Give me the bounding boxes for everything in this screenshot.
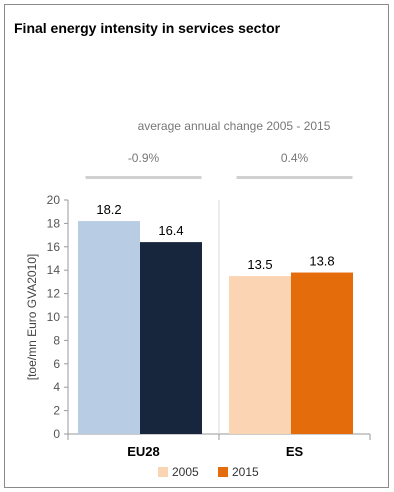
category-label-eu28: EU28 bbox=[127, 444, 160, 459]
y-tick-label: 20 bbox=[47, 193, 61, 207]
annotation-rule-eu28 bbox=[85, 176, 202, 179]
y-tick-label: 2 bbox=[53, 404, 60, 418]
annotation-heading: average annual change 2005 - 2015 bbox=[138, 119, 331, 133]
y-tick-label: 4 bbox=[53, 380, 60, 394]
y-tick-label: 10 bbox=[47, 310, 61, 324]
annotation-change-eu28: -0.9% bbox=[128, 151, 160, 165]
data-label-es-2015: 13.8 bbox=[309, 254, 334, 269]
y-tick-label: 6 bbox=[53, 357, 60, 371]
annotation-rule-es bbox=[236, 176, 353, 179]
legend-swatch-2015 bbox=[218, 467, 228, 477]
legend-label-2005: 2005 bbox=[172, 465, 199, 479]
y-tick-label: 0 bbox=[53, 427, 60, 441]
bar-eu28-2015 bbox=[140, 242, 202, 434]
annotation-change-es: 0.4% bbox=[281, 151, 309, 165]
y-tick-label: 14 bbox=[47, 263, 61, 277]
bar-es-2005 bbox=[229, 276, 291, 434]
data-label-eu28-2015: 16.4 bbox=[158, 223, 183, 238]
chart-title: Final energy intensity in services secto… bbox=[14, 20, 281, 36]
legend-swatch-2005 bbox=[158, 467, 168, 477]
y-tick-label: 8 bbox=[53, 333, 60, 347]
y-tick-label: 12 bbox=[47, 287, 61, 301]
bar-eu28-2005 bbox=[78, 221, 140, 434]
data-label-eu28-2005: 18.2 bbox=[96, 202, 121, 217]
y-tick-label: 18 bbox=[47, 216, 61, 230]
category-label-es: ES bbox=[286, 444, 304, 459]
legend-label-2015: 2015 bbox=[232, 465, 259, 479]
y-tick-label: 16 bbox=[47, 240, 61, 254]
y-axis-label: [toe/mn Euro GVA2010] bbox=[25, 254, 39, 381]
data-label-es-2005: 13.5 bbox=[247, 257, 272, 272]
bar-es-2015 bbox=[291, 272, 353, 434]
